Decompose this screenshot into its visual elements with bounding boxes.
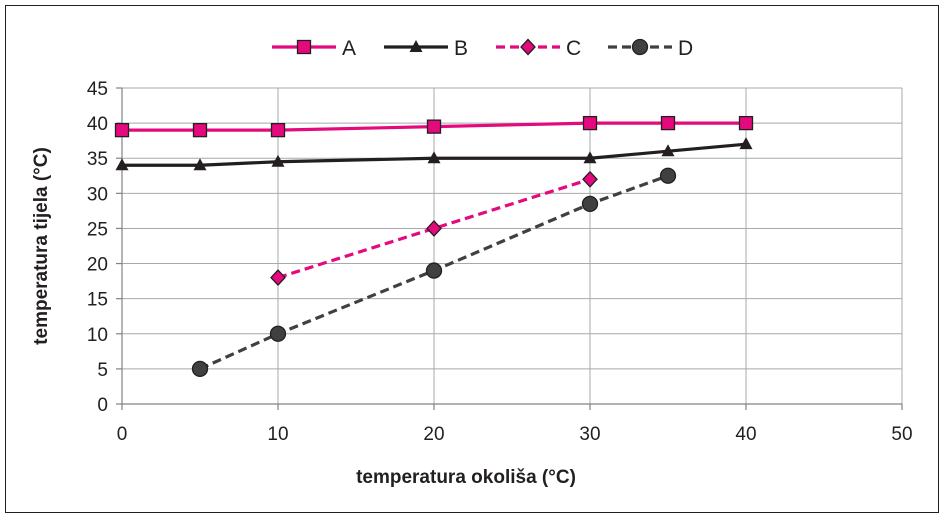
series-A	[114, 115, 754, 138]
legend-marker-C	[520, 38, 536, 56]
x-tick-label: 40	[735, 424, 756, 445]
data-point-D	[191, 360, 209, 378]
series-B	[115, 137, 753, 171]
data-point-B	[193, 158, 207, 171]
data-point-A	[660, 115, 676, 131]
data-point-D	[581, 195, 599, 213]
y-tick-label: 35	[87, 149, 108, 170]
legend-item-C: C	[496, 37, 581, 60]
data-point-A	[582, 115, 598, 131]
legend-item-A: A	[272, 37, 356, 60]
tick-labels: 0 5 10 15 20 25 30 35 40 45 0 10 20 30 40 50	[87, 79, 913, 445]
legend-item-B: B	[384, 37, 468, 60]
legend-marker-B	[409, 40, 423, 52]
y-axis-title: temperatura tijela (°C)	[31, 147, 52, 345]
data-point-A	[738, 115, 754, 131]
data-point-A	[426, 119, 442, 134]
data-point-D	[269, 325, 287, 342]
data-point-B	[661, 144, 675, 157]
y-tick-label: 10	[87, 325, 108, 346]
data-point-B	[115, 158, 129, 171]
series-D	[191, 167, 677, 378]
series-C	[270, 170, 598, 287]
data-point-C	[270, 269, 286, 287]
data-point-C	[582, 170, 598, 188]
legend-label: A	[342, 37, 356, 60]
grid	[122, 87, 903, 404]
y-tick-label: 0	[97, 395, 108, 416]
y-tick-label: 45	[87, 79, 108, 100]
series-line-C	[277, 177, 591, 280]
data-point-B	[427, 151, 441, 164]
data-point-D	[425, 262, 443, 279]
y-tick-label: 15	[87, 290, 108, 311]
data-point-A	[114, 122, 130, 138]
data-point-A	[192, 122, 208, 138]
data-point-B	[271, 154, 285, 167]
legend-label: B	[454, 37, 468, 60]
data-point-A	[270, 122, 286, 138]
legend-marker-D	[631, 38, 649, 56]
x-tick-label: 10	[267, 424, 288, 445]
legend-label: C	[566, 37, 581, 60]
legend-marker-A	[296, 39, 312, 55]
chart-frame	[5, 5, 939, 513]
y-tick-label: 30	[87, 184, 108, 205]
axes	[116, 87, 903, 410]
y-tick-label: 5	[97, 360, 108, 381]
x-tick-label: 20	[423, 424, 444, 445]
data-point-D	[659, 167, 677, 184]
legend-item-D: D	[608, 37, 693, 60]
y-tick-label: 25	[87, 219, 108, 240]
data-point-B	[739, 137, 753, 150]
series-group	[114, 115, 754, 378]
x-tick-label: 50	[891, 424, 912, 445]
x-axis-title: temperatura okoliša (°C)	[356, 467, 576, 488]
data-point-B	[583, 151, 597, 164]
x-tick-label: 30	[579, 424, 600, 445]
y-tick-label: 40	[87, 114, 108, 135]
x-tick-label: 0	[117, 424, 128, 445]
data-point-C	[426, 219, 442, 237]
legend-label: D	[678, 37, 693, 60]
y-tick-label: 20	[87, 255, 108, 276]
legend: A B C D	[272, 37, 693, 60]
